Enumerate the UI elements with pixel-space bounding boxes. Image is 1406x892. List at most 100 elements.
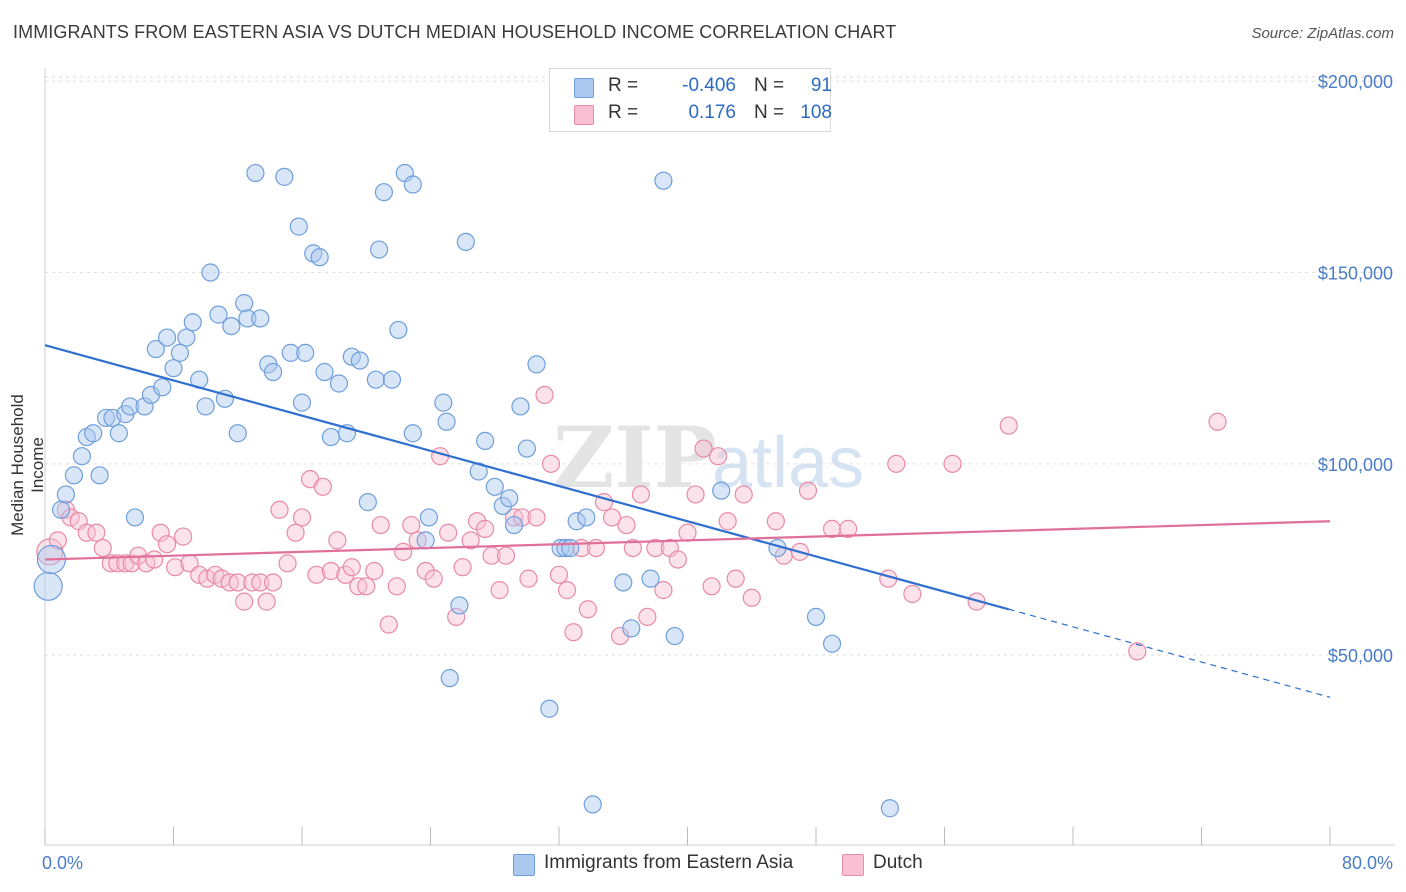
data-point — [87, 523, 106, 542]
series-swatch-blue — [513, 854, 535, 876]
data-point — [822, 519, 842, 538]
legend-n-value: 91 — [810, 75, 832, 96]
data-point — [382, 370, 402, 389]
data-point — [476, 519, 495, 538]
data-point — [402, 515, 421, 535]
data-point — [251, 309, 270, 328]
data-point — [806, 607, 826, 627]
data-point — [496, 546, 516, 565]
series-label: Immigrants from Eastern Asia — [544, 852, 794, 873]
data-point — [439, 523, 458, 542]
data-point — [296, 343, 315, 362]
data-point — [387, 577, 406, 596]
trend-line-eastern-asia — [44, 344, 1010, 611]
data-point — [766, 512, 785, 531]
series-swatch-pink — [842, 854, 864, 876]
data-point — [654, 171, 673, 190]
y-tick-label: $150,000 — [1318, 264, 1393, 284]
data-point — [631, 485, 651, 504]
data-point — [365, 561, 384, 581]
data-point — [222, 316, 241, 336]
watermark: ZIP atlas — [553, 408, 864, 507]
data-point — [310, 248, 329, 267]
data-point — [313, 477, 332, 496]
data-point — [56, 485, 75, 504]
y-tick-label: $100,000 — [1318, 455, 1393, 475]
data-point — [726, 569, 745, 588]
y-tick-label: $200,000 — [1318, 72, 1393, 92]
data-point — [379, 615, 398, 634]
series-label: Dutch — [873, 852, 923, 873]
data-point — [561, 538, 580, 558]
trend-line-eastern-asia-extension — [1008, 608, 1331, 698]
data-point — [453, 558, 472, 577]
legend-r-label: R = — [608, 102, 639, 123]
data-point — [623, 538, 642, 558]
data-point — [109, 424, 128, 443]
data-point — [504, 515, 524, 535]
data-point — [641, 569, 660, 588]
data-point — [702, 577, 721, 596]
data-point — [228, 573, 247, 592]
data-point — [350, 351, 369, 370]
data-point — [500, 489, 519, 508]
data-point — [321, 427, 341, 447]
data-point — [145, 550, 164, 569]
data-point — [646, 538, 665, 558]
data-point — [374, 183, 394, 202]
x-tick-label-max: 80.0% — [1342, 853, 1393, 873]
data-point — [527, 355, 546, 374]
data-point — [174, 527, 193, 546]
data-point — [887, 454, 906, 473]
data-point — [1208, 412, 1227, 431]
y-axis-label: Median Household Income — [8, 394, 47, 536]
legend-r-label: R = — [608, 75, 639, 96]
data-point — [517, 439, 536, 458]
data-point — [967, 592, 986, 611]
data-point — [77, 523, 96, 542]
data-point — [712, 481, 731, 500]
data-point — [263, 573, 283, 592]
data-point — [447, 607, 466, 627]
data-point — [416, 531, 435, 550]
trend-line-dutch — [44, 520, 1331, 561]
data-point — [370, 240, 389, 259]
data-point — [654, 581, 673, 600]
data-point — [201, 263, 220, 282]
data-point — [292, 508, 312, 527]
data-point — [943, 454, 962, 473]
data-point — [170, 343, 190, 362]
data-point — [64, 466, 84, 485]
data-point — [742, 588, 761, 607]
data-point — [33, 571, 63, 601]
data-point — [583, 795, 602, 814]
data-point — [577, 508, 596, 527]
data-point — [638, 607, 657, 627]
axes — [44, 68, 1395, 846]
data-point — [166, 558, 185, 577]
data-point — [157, 535, 177, 554]
legend-swatch-pink — [574, 105, 594, 125]
data-point — [177, 328, 196, 347]
data-point — [183, 313, 202, 332]
data-point — [101, 554, 120, 573]
data-point — [578, 600, 598, 619]
data-point — [903, 584, 922, 604]
data-point — [394, 542, 413, 561]
data-point — [209, 305, 228, 324]
data-point — [281, 343, 300, 362]
data-point — [289, 217, 308, 236]
chart-title: IMMIGRANTS FROM EASTERN ASIA VS DUTCH ME… — [13, 22, 897, 42]
data-point — [238, 309, 257, 328]
legend-r-value: 0.176 — [688, 102, 736, 123]
gridlines — [45, 76, 1395, 656]
data-point — [366, 370, 385, 389]
data-point — [567, 512, 586, 531]
data-point — [1128, 642, 1147, 661]
data-point — [235, 592, 254, 611]
data-point — [798, 481, 818, 500]
data-point — [540, 699, 559, 718]
data-point — [315, 362, 334, 382]
data-point — [321, 561, 341, 581]
source-credit: Source: ZipAtlas.com — [1251, 25, 1394, 42]
